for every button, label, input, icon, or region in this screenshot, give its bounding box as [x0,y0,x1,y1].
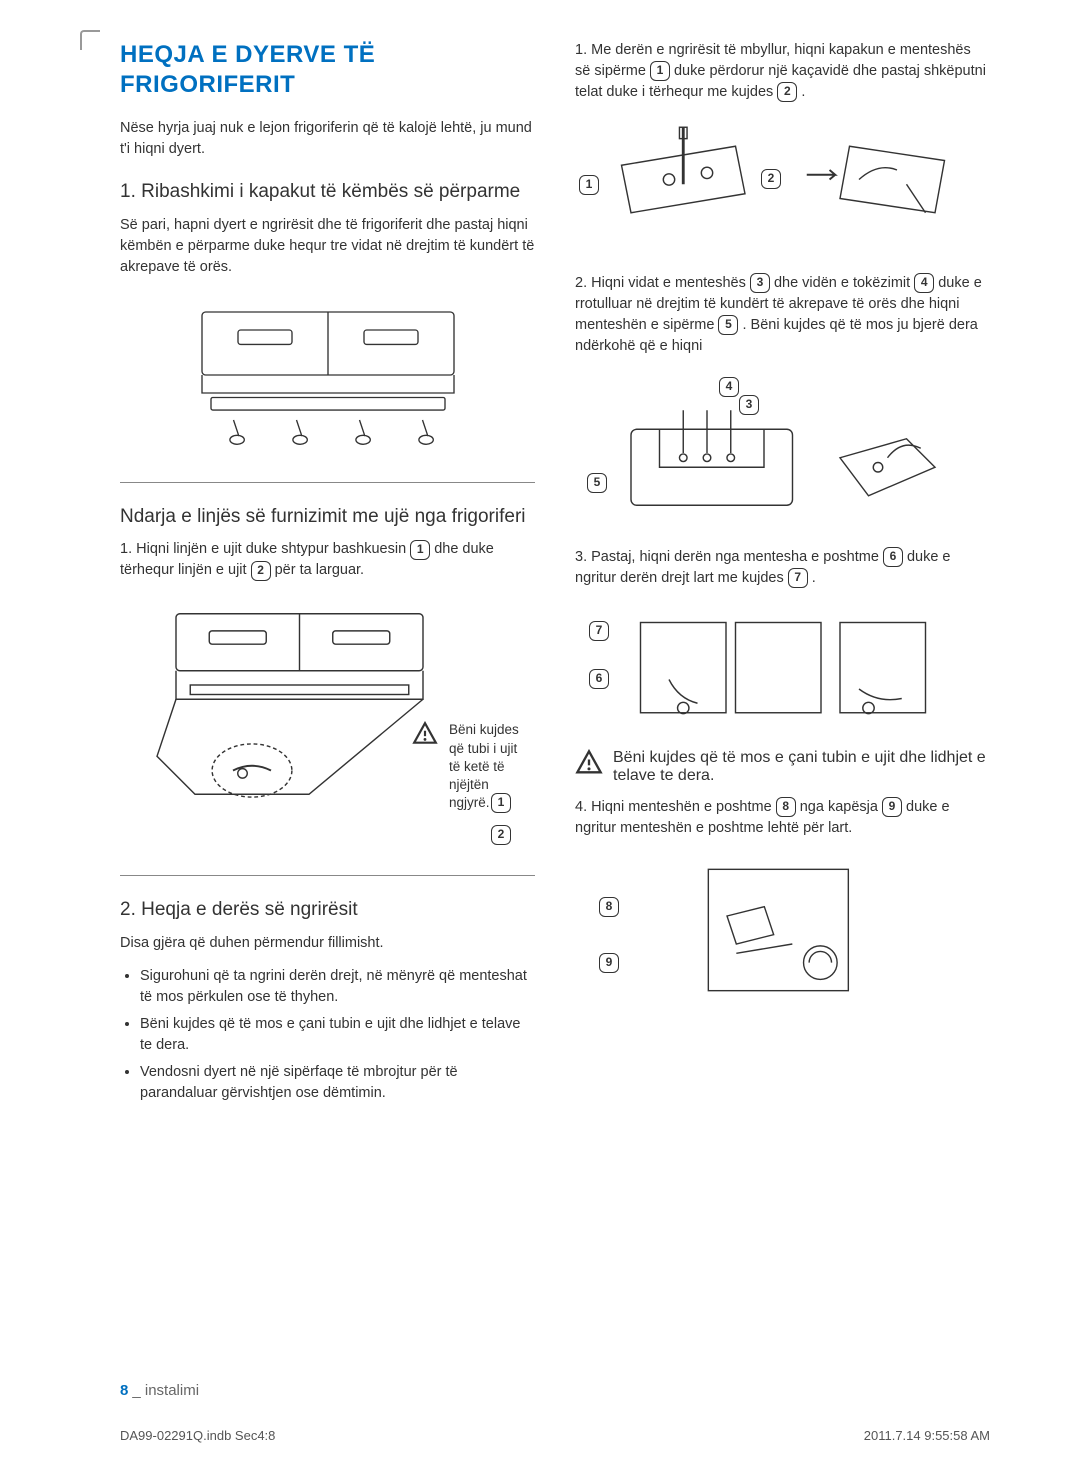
callout-4: 4 [914,273,934,293]
right-column: 1. Me derën e ngrirësit të mbyllur, hiqn… [575,40,990,1114]
section1-text: Së pari, hapni dyert e ngrirësit dhe të … [120,215,535,278]
print-metadata: DA99-02291Q.indb Sec4:8 2011.7.14 9:55:5… [120,1428,990,1443]
print-file: DA99-02291Q.indb Sec4:8 [120,1428,275,1443]
door-warning-text: Bëni kujdes që të mos e çani tubin e uji… [613,749,990,785]
callout-8: 8 [776,797,796,817]
bullet-item: Vendosni dyert në një sipërfaqe të mbroj… [140,1062,535,1104]
step3-a: 3. Pastaj, hiqni derën nga mentesha e po… [575,549,883,565]
step3-c: . [812,570,816,586]
page-number: 8 [120,1382,128,1399]
callout-5: 5 [718,315,738,335]
step2-a: 2. Hiqni vidat e menteshës [575,275,750,291]
fig-callout-9: 9 [599,953,619,973]
water-warning-text: Bëni kujdes që tubi i ujit të ketë të nj… [449,721,531,812]
section2-heading: 2. Heqja e derës së ngrirësit [120,898,535,923]
bullet-item: Sigurohuni që ta ngrini derën drejt, në … [140,966,535,1008]
callout-6: 6 [883,547,903,567]
section2-bullets: Sigurohuni që ta ngrini derën drejt, në … [120,966,535,1104]
figure-hinge-cap: 1 2 [575,119,990,259]
water-warning-side: Bëni kujdes që tubi i ujit të ketë të nj… [411,713,531,824]
figure-bracket: 8 9 [575,855,990,1005]
water-step-a: 1. Hiqni linjën e ujit duke shtypur bash… [120,541,410,557]
fig-callout-2: 2 [491,825,511,845]
callout-7: 7 [788,568,808,588]
callout-2b: 2 [777,82,797,102]
callout-2: 2 [251,561,271,581]
figure-hinge-screws: 4 3 5 [575,373,990,533]
fig-callout-6: 6 [589,669,609,689]
fig-callout-8: 8 [599,897,619,917]
warning-icon [411,721,439,747]
step-4: 4. Hiqni menteshën e poshtme 8 nga kapës… [575,797,990,839]
step2-b: dhe vidën e tokëzimit [774,275,914,291]
fig-callout-4: 4 [719,377,739,397]
step-1: 1. Me derën e ngrirësit të mbyllur, hiqn… [575,40,990,103]
step4-a: 4. Hiqni menteshën e poshtme [575,799,776,815]
water-step-c: për ta larguar. [275,562,364,578]
figure-lower-hinge: 7 6 [575,605,990,735]
callout-9: 9 [882,797,902,817]
page-footer: 8_ instalimi [120,1382,199,1399]
callout-1: 1 [410,540,430,560]
step-3: 3. Pastaj, hiqni derën nga mentesha e po… [575,547,990,589]
fig-callout-3: 3 [739,395,759,415]
fig-callout-1: 1 [491,793,511,813]
fig-callout-7: 7 [589,621,609,641]
step4-b: nga kapësja [800,799,882,815]
fig-callout-2b: 2 [761,169,781,189]
main-heading: HEQJA E DYERVE TË FRIGORIFERIT [120,40,535,100]
lower-hinge-illustration [593,610,973,730]
print-timestamp: 2011.7.14 9:55:58 AM [864,1428,990,1443]
section-label: instalimi [145,1382,199,1399]
water-heading: Ndarja e linjës së furnizimit me ujë nga… [120,505,535,530]
fig-callout-5: 5 [587,473,607,493]
page: HEQJA E DYERVE TË FRIGORIFERIT Nëse hyrj… [0,0,1080,1154]
warning-icon [575,749,603,777]
separator [120,482,535,483]
section2-lead: Disa gjëra që duhen përmendur fillimisht… [120,933,535,954]
door-warning: Bëni kujdes që të mos e çani tubin e uji… [575,749,990,785]
hinge-screws-illustration [593,378,973,528]
step1-c: . [801,84,805,100]
step-2: 2. Hiqni vidat e menteshës 3 dhe vidën e… [575,273,990,357]
front-leg-illustration [148,295,508,455]
callout-1b: 1 [650,61,670,81]
section1-heading: 1. Ribashkimi i kapakut të këmbës së për… [120,180,535,205]
hinge-cap-illustration [593,124,973,254]
water-step: 1. Hiqni linjën e ujit duke shtypur bash… [120,539,535,581]
fig-callout-1b: 1 [579,175,599,195]
bracket-illustration [643,855,923,1005]
figure-front-leg [120,290,535,460]
intro-text: Nëse hyrja juaj nuk e lejon frigoriferin… [120,118,535,160]
bullet-item: Bëni kujdes që të mos e çani tubin e uji… [140,1014,535,1056]
left-column: HEQJA E DYERVE TË FRIGORIFERIT Nëse hyrj… [120,40,535,1114]
figure-water-line: Bëni kujdes që tubi i ujit të ketë të nj… [120,593,535,853]
separator-2 [120,875,535,876]
callout-3: 3 [750,273,770,293]
